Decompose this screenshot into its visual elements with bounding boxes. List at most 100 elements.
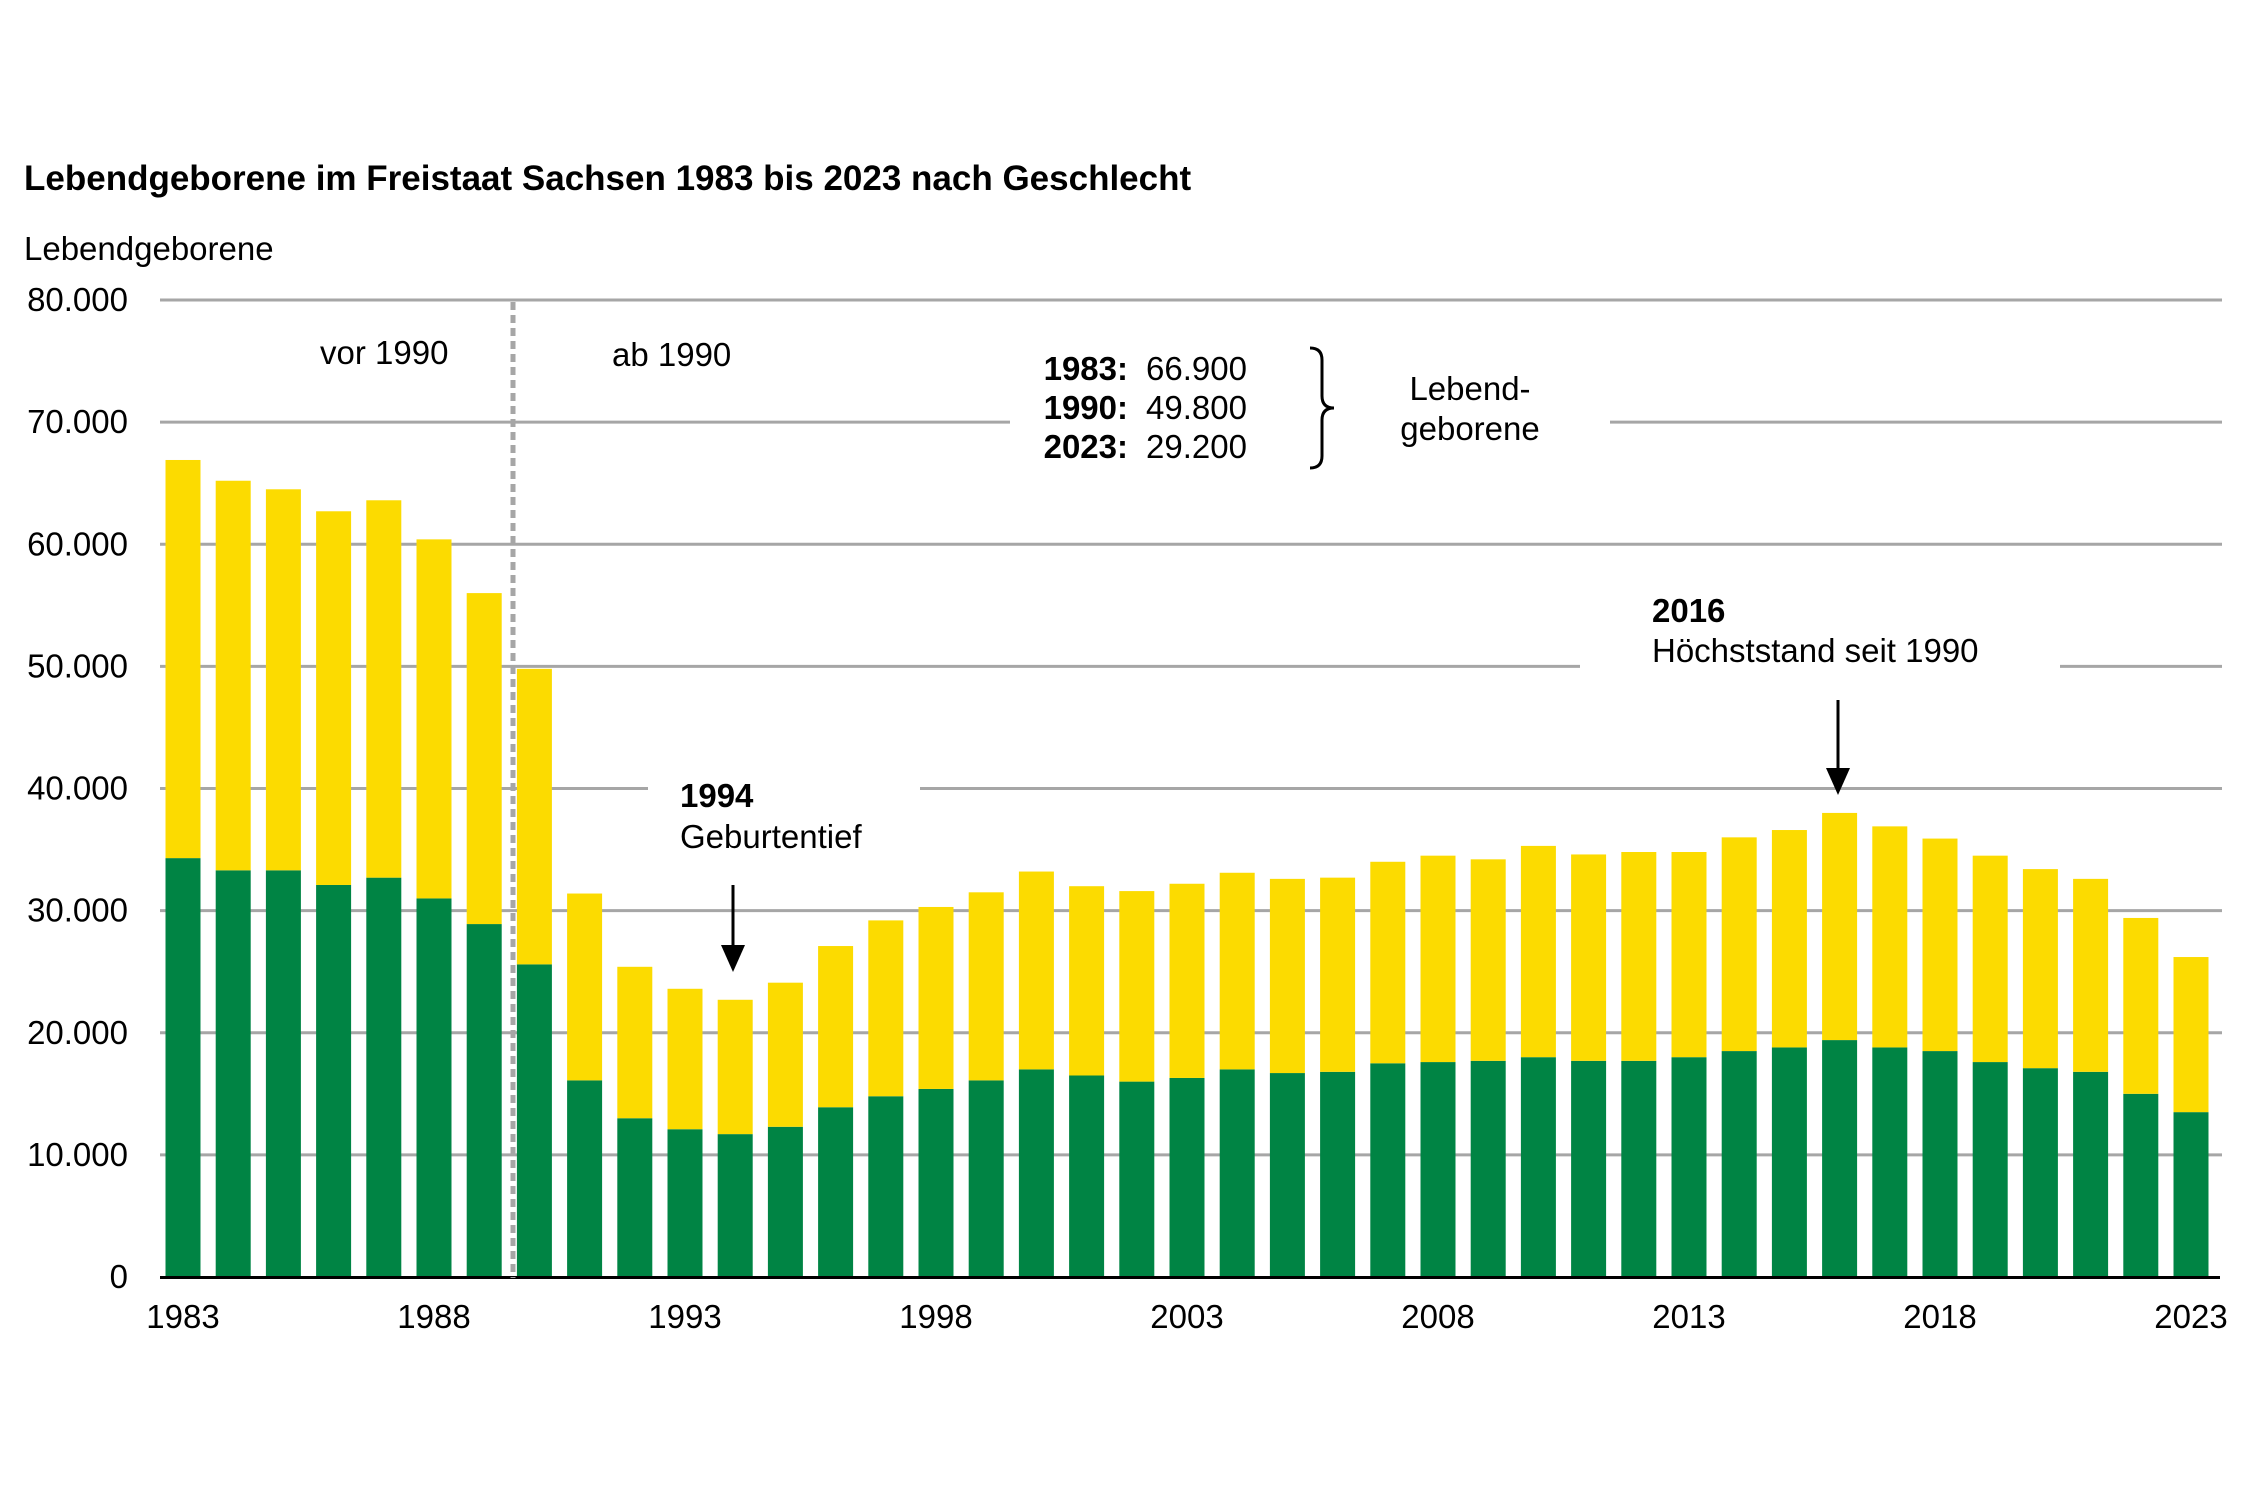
bar-lower-2016 <box>1822 1040 1858 1277</box>
bar-lower-1995 <box>767 1126 803 1277</box>
x-tick-label: 2008 <box>1401 1298 1474 1335</box>
bar-lower-2004 <box>1219 1069 1255 1277</box>
bar-lower-1994 <box>717 1134 753 1277</box>
bar-lower-1998 <box>918 1088 954 1277</box>
x-tick-label: 2013 <box>1652 1298 1725 1335</box>
y-tick-label: 20.000 <box>27 1014 128 1051</box>
x-axis-line <box>160 1276 2220 1279</box>
summary-year-1983: 1983: <box>1044 350 1128 387</box>
bar-lower-2013 <box>1671 1057 1707 1277</box>
bar-upper-1995 <box>767 982 803 1127</box>
bar-upper-2015 <box>1771 830 1807 1048</box>
y-tick-label: 30.000 <box>27 892 128 929</box>
bar-lower-2006 <box>1320 1071 1356 1277</box>
bar-upper-1986 <box>316 511 352 885</box>
bar-upper-2007 <box>1370 861 1406 1064</box>
bar-upper-2023 <box>2173 957 2209 1113</box>
bar-upper-2006 <box>1320 877 1356 1072</box>
bar-upper-2018 <box>1922 838 1958 1052</box>
low-annotation-year: 1994 <box>680 777 754 814</box>
bar-upper-2019 <box>1972 855 2008 1063</box>
bar-lower-2007 <box>1370 1063 1406 1277</box>
bar-upper-1998 <box>918 906 954 1089</box>
bar-upper-1991 <box>567 893 603 1081</box>
bar-lower-2005 <box>1269 1073 1305 1277</box>
summary-box: 1983: 66.900 1990: 49.800 2023: 29.200 L… <box>1010 330 1610 475</box>
x-tick-label: 1998 <box>899 1298 972 1335</box>
summary-label-line2: geborene <box>1400 410 1539 447</box>
bar-lower-1990 <box>516 964 552 1277</box>
low-annotation-text: Geburtentief <box>680 818 862 855</box>
x-tick-labels: 1983 1988 1993 1998 2003 2008 2013 2018 2023 <box>146 1298 2227 1335</box>
y-tick-label: 60.000 <box>27 525 128 562</box>
bar-upper-2010 <box>1520 845 1556 1058</box>
bar-lower-1985 <box>265 870 301 1277</box>
y-tick-label: 40.000 <box>27 770 128 807</box>
low-arrow-head <box>721 945 745 972</box>
summary-mask <box>1010 330 1610 475</box>
bar-lower-1989 <box>466 924 502 1277</box>
bar-lower-2002 <box>1119 1081 1155 1277</box>
bar-lower-2015 <box>1771 1047 1807 1277</box>
bar-lower-2018 <box>1922 1051 1958 1277</box>
bar-upper-2012 <box>1621 852 1657 1061</box>
high-annotation-year: 2016 <box>1652 592 1725 629</box>
x-tick-label: 2003 <box>1150 1298 1223 1335</box>
bar-lower-1993 <box>667 1129 703 1277</box>
bar-upper-2000 <box>1018 871 1054 1070</box>
bar-upper-1996 <box>818 946 854 1108</box>
bar-upper-2003 <box>1169 883 1205 1078</box>
bar-upper-2013 <box>1671 852 1707 1058</box>
bar-upper-2004 <box>1219 872 1255 1070</box>
bar-lower-2010 <box>1520 1057 1556 1277</box>
x-tick-label: 1993 <box>648 1298 721 1335</box>
bar-upper-2016 <box>1822 812 1858 1041</box>
bar-lower-2008 <box>1420 1062 1456 1277</box>
bar-lower-1984 <box>215 870 251 1277</box>
bar-lower-1987 <box>366 877 402 1277</box>
bars <box>165 459 2209 1277</box>
y-tick-label: 80.000 <box>27 281 128 318</box>
high-annotation-text: Höchststand seit 1990 <box>1652 632 1979 669</box>
bar-lower-2014 <box>1721 1051 1757 1277</box>
summary-value-1990: 49.800 <box>1146 389 1247 426</box>
y-tick-label: 10.000 <box>27 1136 128 1173</box>
bar-lower-1991 <box>567 1080 603 1277</box>
bar-upper-1999 <box>968 892 1004 1081</box>
bar-lower-2003 <box>1169 1077 1205 1277</box>
bar-upper-1988 <box>416 539 452 899</box>
bar-lower-2017 <box>1872 1047 1908 1277</box>
bar-upper-2005 <box>1269 878 1305 1074</box>
bar-upper-2011 <box>1571 854 1607 1061</box>
bar-upper-1990 <box>516 668 552 965</box>
bar-lower-2011 <box>1571 1060 1607 1277</box>
bar-lower-1999 <box>968 1080 1004 1277</box>
bar-upper-1994 <box>717 999 753 1135</box>
bar-lower-2019 <box>1972 1062 2008 1277</box>
label-before-1990: vor 1990 <box>320 334 448 371</box>
bar-upper-1987 <box>366 500 402 878</box>
y-tick-label: 0 <box>110 1258 128 1295</box>
bar-lower-1983 <box>165 858 201 1277</box>
bar-upper-1984 <box>215 480 251 871</box>
x-tick-label: 2023 <box>2154 1298 2227 1335</box>
bar-upper-2009 <box>1470 859 1506 1061</box>
bar-upper-1983 <box>165 459 201 859</box>
bar-lower-1996 <box>818 1107 854 1277</box>
bar-lower-2009 <box>1470 1060 1506 1277</box>
chart-title: Lebendgeborene im Freistaat Sachsen 1983… <box>24 159 1191 198</box>
bar-upper-2022 <box>2123 917 2159 1094</box>
y-tick-labels: 0 10.000 20.000 30.000 40.000 50.000 60.000 70.… <box>27 281 128 1295</box>
bar-lower-2022 <box>2123 1093 2159 1277</box>
y-tick-label: 70.000 <box>27 403 128 440</box>
bar-upper-1992 <box>617 966 653 1119</box>
bar-lower-1997 <box>868 1096 904 1277</box>
label-after-1990: ab 1990 <box>612 336 731 373</box>
bar-upper-1997 <box>868 920 904 1097</box>
bar-upper-1989 <box>466 593 502 925</box>
bar-lower-1986 <box>316 884 352 1277</box>
bar-lower-1988 <box>416 898 452 1277</box>
low-annotation: 1994 Geburtentief <box>648 770 920 972</box>
summary-year-1990: 1990: <box>1044 389 1128 426</box>
